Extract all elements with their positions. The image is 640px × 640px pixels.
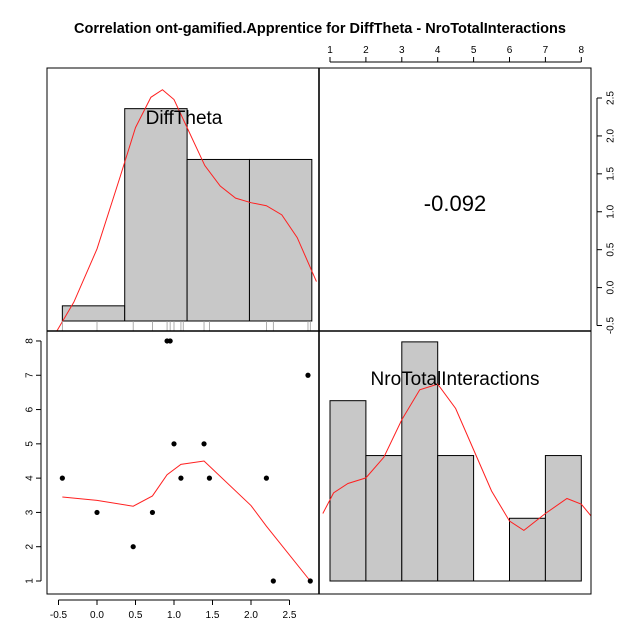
x-tick-label: 2.0: [244, 610, 258, 621]
y-tick-label: 5: [25, 441, 36, 447]
top-tick-label: 2: [363, 45, 369, 56]
scatter-panel: [59, 338, 313, 584]
histogram-bar: [124, 108, 188, 322]
x-tick-label: 1.0: [167, 610, 181, 621]
right-tick-label: 0.0: [606, 280, 617, 294]
diagonal-label-diffTheta: DiffTheta: [146, 108, 223, 129]
y-tick-label: 4: [25, 475, 36, 481]
scatter-point: [270, 578, 276, 584]
diagonal-label-nroTotalInteractions: NroTotalInteractions: [371, 369, 540, 390]
right-tick-label: 1.5: [606, 166, 617, 180]
scatter-point: [59, 475, 65, 481]
y-tick-label: 7: [25, 372, 36, 378]
density-curve: [56, 89, 317, 331]
histogram-bar: [365, 455, 403, 582]
smooth-line: [62, 460, 311, 582]
y-tick-label: 3: [25, 509, 36, 515]
top-tick-label: 7: [543, 45, 549, 56]
histogram-bar: [544, 455, 582, 582]
scatter-point: [130, 544, 136, 550]
scatter-point: [263, 475, 269, 481]
histogram-bar: [248, 158, 313, 322]
scatter-point: [171, 441, 177, 447]
axes: -0.5 0.0 0.5 1.0 1.5 2.0 2.5 1 2 3 4 5 6 7 8 1 2 3 4 5 6 7 8 -0…: [25, 45, 617, 621]
histogram-bar: [437, 455, 475, 582]
y-tick-label: 6: [25, 406, 36, 412]
scatter-point: [167, 338, 173, 344]
histogram-bar: [61, 305, 126, 322]
top-tick-label: 5: [471, 45, 477, 56]
scatter-point: [206, 475, 213, 481]
right-tick-label: -0.5: [606, 316, 617, 334]
x-tick-label: 0.5: [129, 610, 143, 621]
scatter-point: [149, 509, 156, 516]
correlation-value: -0.092: [424, 191, 486, 216]
scatter-point: [305, 372, 311, 378]
top-tick-label: 3: [399, 45, 405, 56]
top-tick-label: 1: [327, 45, 333, 56]
nroTotalInteractions-histogram-panel: [322, 341, 591, 582]
correlation-panel: -0.092: [424, 191, 486, 216]
chart-title: Correlation ont-gamified.Apprentice for …: [74, 21, 566, 37]
x-tick-label: -0.5: [50, 610, 68, 621]
x-tick-label: 2.5: [283, 610, 297, 621]
right-tick-label: 2.0: [606, 129, 617, 143]
y-tick-label: 8: [25, 338, 36, 344]
right-tick-label: 2.5: [606, 91, 617, 105]
y-tick-label: 1: [25, 578, 36, 584]
scatter-point: [94, 509, 100, 516]
right-tick-label: 0.5: [606, 242, 617, 256]
x-tick-label: 0.0: [90, 610, 104, 621]
histogram-bar: [329, 400, 367, 582]
y-tick-label: 2: [25, 543, 36, 549]
scatter-point: [201, 441, 207, 447]
density-curve: [322, 383, 591, 531]
x-tick-label: 1.5: [206, 610, 220, 621]
right-tick-label: 1.0: [606, 204, 617, 218]
diffTheta-histogram-panel: [56, 89, 317, 331]
scatter-point: [178, 475, 184, 481]
top-tick-label: 4: [435, 45, 441, 56]
top-tick-label: 6: [507, 45, 513, 56]
scatter-point: [307, 578, 313, 584]
top-tick-label: 8: [579, 45, 585, 56]
histogram-bar: [186, 158, 250, 322]
histogram-bar: [509, 517, 546, 582]
